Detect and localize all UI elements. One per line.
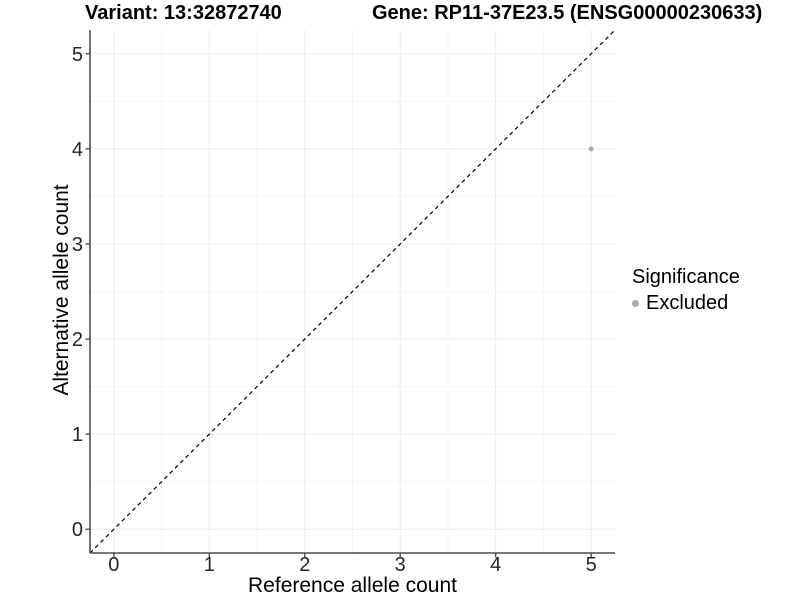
legend: Significance Excluded (632, 266, 740, 315)
x-tick-label: 4 (490, 554, 501, 576)
y-tick-label: 2 (72, 329, 83, 351)
y-tick-label: 3 (72, 234, 83, 256)
variant-title: Variant: 13:32872740 (85, 2, 282, 24)
x-tick-label: 1 (204, 554, 215, 576)
y-tick-label: 5 (72, 44, 83, 66)
excluded-point-icon (632, 300, 639, 307)
y-tick-label: 0 (72, 519, 83, 541)
legend-item-label: Excluded (646, 292, 729, 314)
x-tick-label: 2 (299, 554, 310, 576)
x-tick-label: 0 (108, 554, 119, 576)
y-tick-label: 1 (72, 424, 83, 446)
x-tick-label: 5 (586, 554, 597, 576)
x-tick-label: 3 (395, 554, 406, 576)
data-point (588, 146, 594, 152)
x-axis-title: Reference allele count (248, 574, 457, 597)
gene-title: Gene: RP11-37E23.5 (ENSG00000230633) (372, 2, 763, 24)
legend-item-excluded: Excluded (632, 292, 740, 315)
identity-line (89, 29, 616, 554)
legend-title: Significance (632, 266, 740, 288)
y-tick-label: 4 (72, 139, 83, 161)
y-axis-title: Alternative allele count (50, 184, 73, 396)
